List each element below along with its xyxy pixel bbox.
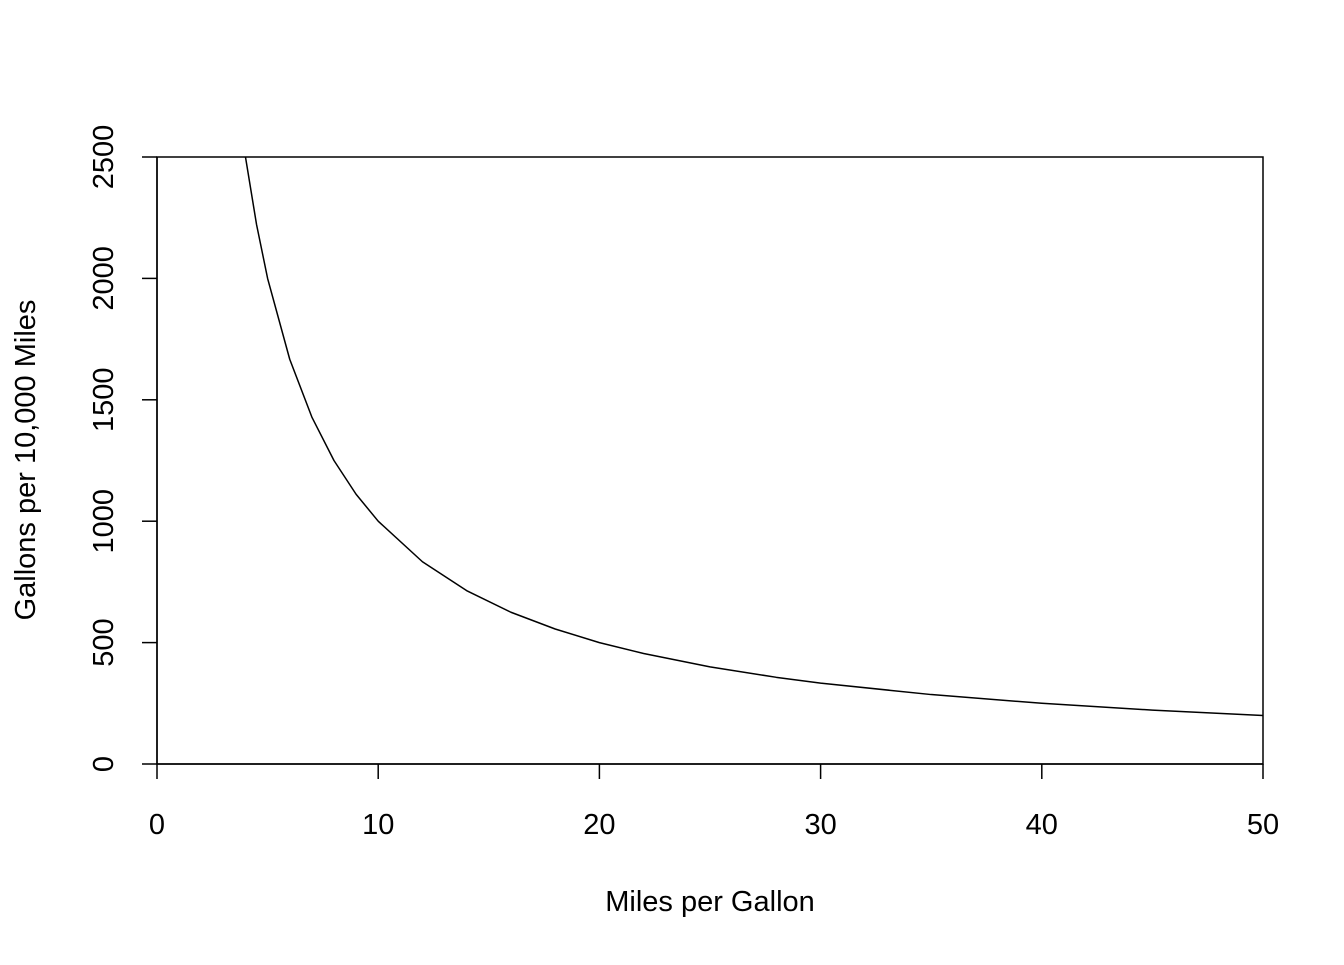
y-axis-title: Gallons per 10,000 Miles: [10, 300, 42, 621]
y-tick-label: 1500: [88, 368, 120, 433]
series-layer: [244, 156, 1264, 717]
y-tick-label: 2500: [88, 125, 120, 190]
x-tick-label: 10: [362, 809, 394, 841]
y-tick-label: 500: [88, 618, 120, 666]
x-axis-title: Miles per Gallon: [605, 886, 815, 918]
plot-frame: [156, 156, 1264, 765]
x-tick-label: 50: [1247, 809, 1279, 841]
y-tick-label: 0: [88, 756, 120, 772]
x-tick-label: 20: [583, 809, 615, 841]
x-axis: 0 10 20 30 40 50: [149, 763, 1279, 841]
y-tick-label: 2000: [88, 246, 120, 311]
series-line-0: [244, 156, 1264, 717]
x-tick-label: 0: [149, 809, 165, 841]
x-tick-label: 30: [804, 809, 836, 841]
y-tick-label: 1000: [88, 489, 120, 554]
x-tick-label: 40: [1026, 809, 1058, 841]
y-axis: 0 500 1000 1500 2000 2500: [88, 125, 158, 772]
